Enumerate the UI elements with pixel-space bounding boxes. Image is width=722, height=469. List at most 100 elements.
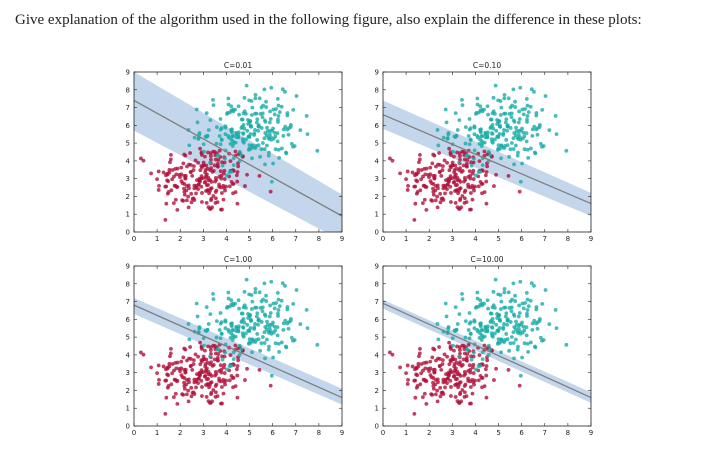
scatter-point [431,380,435,385]
scatter-point [491,320,496,325]
y-tick-label: 5 [126,140,130,148]
scatter-point [499,337,504,342]
scatter-point [262,330,267,335]
scatter-point [414,372,419,377]
scatter-point [277,349,282,354]
scatter-point [533,344,537,349]
scatter-point [209,180,214,184]
scatter-point [196,160,201,165]
scatter-point [424,401,429,406]
scatter-point [182,386,187,391]
scatter-point [190,174,195,178]
scatter-point [201,163,206,168]
scatter-point [254,314,259,319]
scatter-point [214,125,219,129]
scatter-point [164,201,169,206]
scatter-point [245,366,249,371]
scatter-point [489,331,494,336]
scatter-point [231,385,235,390]
scatter-point [259,320,264,324]
scatter-point [269,279,274,284]
scatter-point [431,186,435,191]
scatter-point [259,126,264,130]
y-tick-label: 8 [126,280,130,288]
scatter-point [451,149,455,154]
scatter-point [247,120,252,124]
scatter-point [256,337,261,342]
scatter-point [444,178,448,182]
scatter-point [252,327,256,331]
scatter-point [168,160,172,165]
scatter-point [188,163,193,167]
scatter-point [465,164,469,169]
scatter-point [239,126,244,130]
scatter-point [453,357,458,362]
scatter-point [428,373,433,378]
y-tick-label: 2 [126,387,130,395]
scatter-point [465,347,470,352]
scatter-point [534,113,539,118]
scatter-point [479,338,484,342]
scatter-point [474,111,479,115]
scatter-point [517,303,522,308]
scatter-point [208,400,212,405]
scatter-point [239,153,244,158]
scatter-point [205,382,210,387]
scatter-point [518,279,523,284]
scatter-point [242,289,247,294]
scatter-point [189,200,194,205]
scatter-point [257,174,262,178]
scatter-point [422,183,427,188]
scatter-point [513,99,517,104]
scatter-point [199,184,204,189]
y-tick-label: 3 [126,175,130,183]
scatter-point [502,111,507,116]
scatter-point [493,277,498,282]
scatter-point [449,385,453,389]
scatter-point [206,344,210,349]
scatter-point [454,360,459,365]
scatter-point [479,134,484,139]
scatter-point [448,378,453,383]
scatter-point [235,179,240,184]
scatter-point [298,128,303,133]
scatter-point [169,382,174,387]
scatter-point [405,382,410,386]
scatter-point [259,341,264,346]
scatter-point [213,384,218,388]
y-tick-label: 4 [375,351,380,359]
scatter-point [194,183,199,188]
scatter-point [265,125,269,130]
scatter-point [505,123,510,128]
scatter-point [233,343,238,348]
scatter-point [517,117,522,121]
x-tick-label: 4 [224,429,229,437]
scatter-point [470,391,475,396]
scatter-point [479,375,484,380]
scatter-point [219,332,224,336]
scatter-point [191,390,196,395]
scatter-point [227,378,232,383]
x-tick-label: 3 [201,429,205,437]
scatter-point [413,201,418,206]
scatter-point [253,305,258,310]
scatter-point [195,178,199,182]
scatter-point [224,367,229,372]
scatter-point [205,172,209,177]
scatter-point [506,368,511,372]
scatter-point [253,96,258,101]
scatter-point [244,83,249,88]
scatter-point [245,172,249,177]
scatter-point [462,373,466,378]
y-tick-label: 5 [375,140,379,148]
x-tick-label: 6 [270,235,275,243]
scatter-point [489,137,494,142]
scatter-point [505,128,509,133]
scatter-point [161,364,166,369]
scatter-point [468,320,473,325]
scatter-point [259,299,264,304]
scatter-point [513,143,518,148]
scatter-point [223,156,227,161]
scatter-point [249,113,254,117]
scatter-point [218,363,223,368]
